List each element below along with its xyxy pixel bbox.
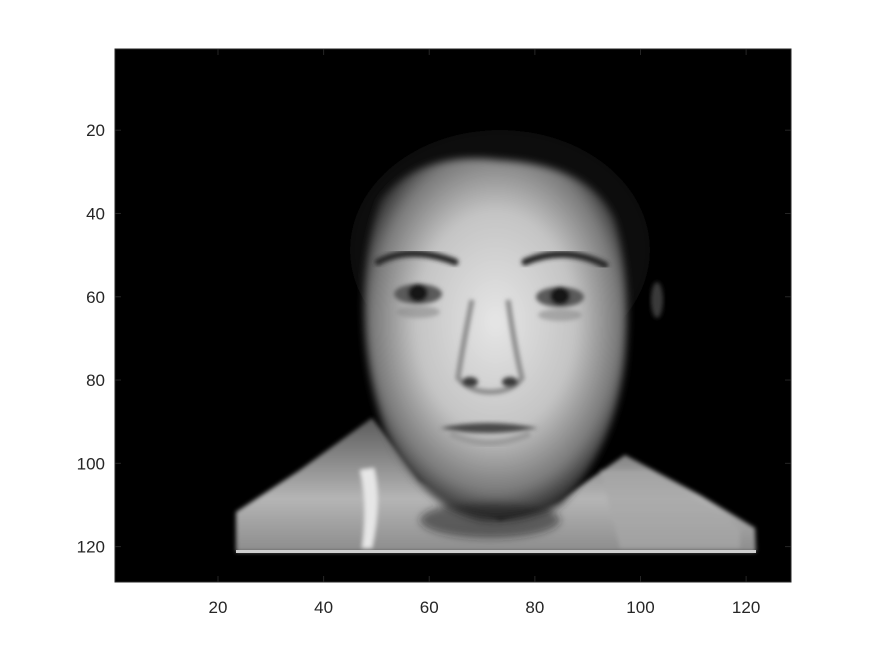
nose xyxy=(455,299,525,395)
x-tick-label: 80 xyxy=(525,598,544,617)
eyes xyxy=(394,284,584,321)
x-axis: 20 40 60 80 100 120 xyxy=(209,49,760,617)
face xyxy=(364,158,663,538)
x-tick-label: 120 xyxy=(732,598,760,617)
eyebrows xyxy=(374,250,609,269)
x-tick-label: 40 xyxy=(314,598,333,617)
y-tick-label: 100 xyxy=(77,454,105,473)
y-tick-label: 60 xyxy=(86,288,105,307)
x-tick-label: 100 xyxy=(626,598,654,617)
y-tick-label: 40 xyxy=(86,204,105,223)
shoulders xyxy=(236,418,756,552)
y-tick-label: 20 xyxy=(86,121,105,140)
image-bottom-band xyxy=(236,550,756,553)
y-tick-label: 80 xyxy=(86,371,105,390)
ear xyxy=(651,282,663,318)
x-tick-label: 60 xyxy=(420,598,439,617)
y-axis: 20 40 60 80 100 120 xyxy=(77,121,791,557)
mouth xyxy=(440,423,538,446)
image-area xyxy=(115,49,791,582)
x-tick-label: 20 xyxy=(209,598,228,617)
y-tick-label: 120 xyxy=(77,538,105,557)
axes-box xyxy=(114,48,792,583)
